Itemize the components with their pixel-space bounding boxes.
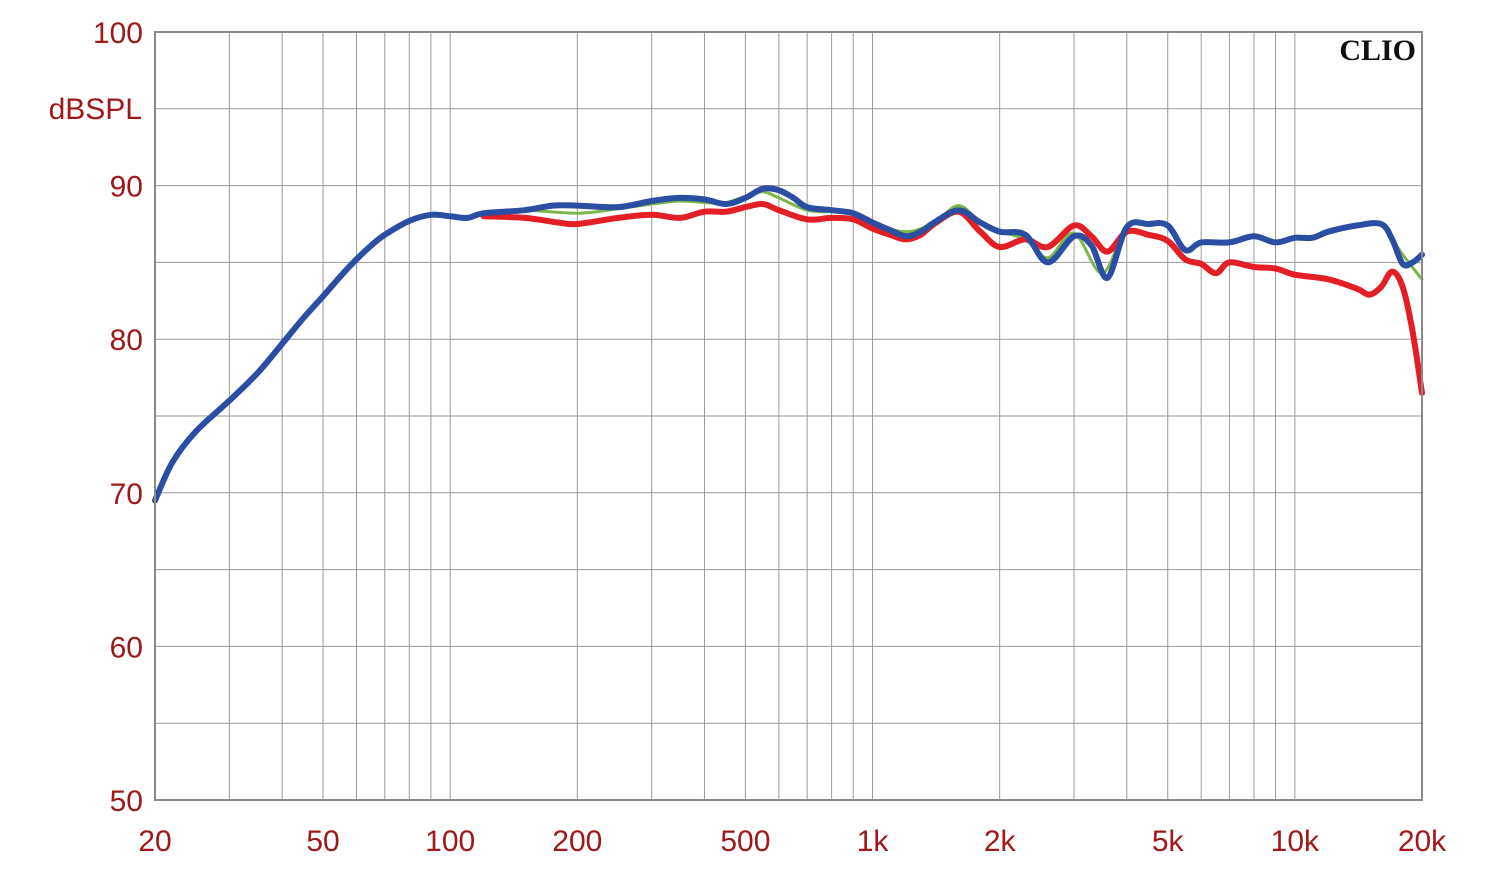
- y-tick-label: 70: [110, 478, 143, 511]
- y-tick-label: 80: [110, 324, 143, 357]
- x-tick-label: 2k: [984, 825, 1017, 858]
- x-tick-label: 100: [425, 825, 475, 858]
- y-tick-label: 60: [110, 631, 143, 664]
- y-tick-label: 100: [93, 17, 143, 50]
- grid-lines: [155, 32, 1422, 800]
- x-tick-label: 50: [306, 825, 339, 858]
- x-tick-labels: 20 50 100 200 500 1k 2k 5k 10k 20k: [138, 825, 1447, 858]
- y-axis-unit-label: dBSPL: [49, 93, 142, 126]
- brand-logo-text: CLIO: [1339, 34, 1416, 67]
- series-line-2: [480, 200, 1425, 396]
- series-line-3: [152, 185, 1425, 504]
- x-tick-label: 500: [720, 825, 770, 858]
- plot-frame: [154, 31, 1423, 801]
- y-tick-labels: 100 90 80 70 60 50: [93, 17, 143, 818]
- x-tick-label: 5k: [1152, 825, 1185, 858]
- x-tick-label: 20: [138, 825, 171, 858]
- y-tick-label: 90: [110, 171, 143, 204]
- x-tick-label: 200: [552, 825, 602, 858]
- x-tick-label: 10k: [1271, 825, 1320, 858]
- x-tick-label: 20k: [1398, 825, 1447, 858]
- y-tick-label: 50: [110, 785, 143, 818]
- x-tick-label: 1k: [857, 825, 890, 858]
- series-group: [152, 185, 1425, 504]
